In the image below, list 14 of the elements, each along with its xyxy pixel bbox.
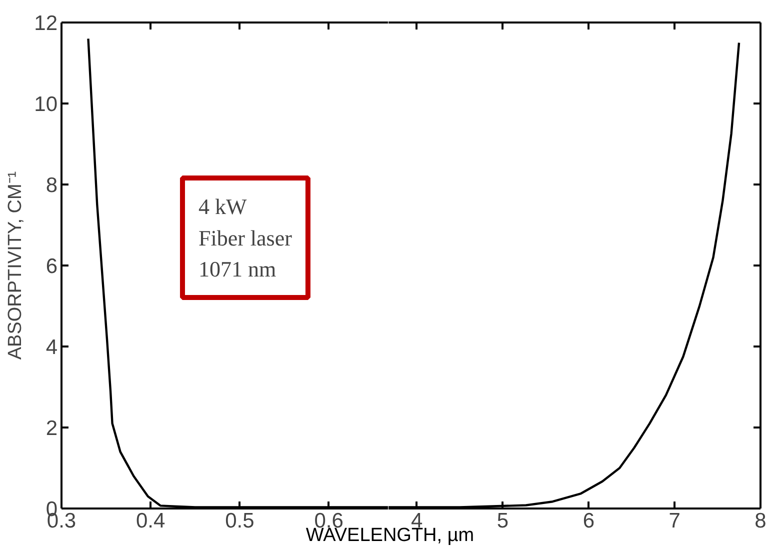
x-tick-label: 0.5 — [225, 510, 254, 532]
annotation: 4 kW Fiber laser 1071 nm — [198, 194, 293, 282]
y-tick-label: 8 — [46, 174, 58, 197]
x-tick-label: 0.4 — [136, 510, 166, 532]
x-tick-label: 8 — [754, 510, 766, 532]
y-axis-title: ABSORPTIVITY, CM⁻¹ — [5, 171, 26, 360]
y-tick-label: 6 — [46, 255, 58, 278]
y-tick-label: 2 — [46, 417, 58, 440]
x-tick-label: 5 — [496, 510, 509, 532]
y-tick-label: 12 — [34, 12, 58, 35]
y-tick-label: 4 — [46, 336, 58, 359]
x-tick-label: 6 — [582, 510, 595, 532]
x-tick-label: 7 — [668, 510, 680, 532]
y-tick-label: 10 — [34, 93, 58, 116]
